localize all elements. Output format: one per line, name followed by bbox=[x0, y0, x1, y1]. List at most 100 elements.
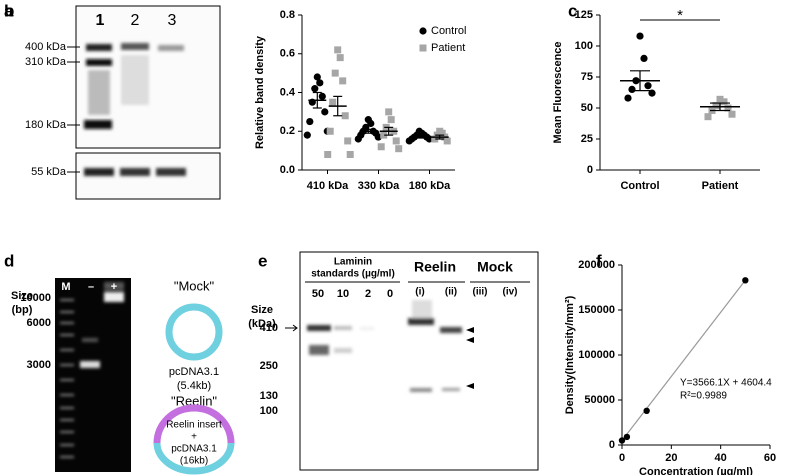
y-tick-label: 75 bbox=[581, 71, 593, 83]
data-point bbox=[374, 133, 382, 141]
y-tick-label: 0.0 bbox=[280, 164, 295, 176]
data-point bbox=[636, 32, 644, 40]
x-tick-label: 330 kDa bbox=[358, 180, 400, 192]
blot-frame bbox=[299, 251, 539, 471]
y-tick-label: 150000 bbox=[578, 304, 615, 316]
y-tick-label: 0.4 bbox=[280, 86, 296, 98]
blot-bands bbox=[307, 300, 462, 392]
data-point bbox=[339, 77, 347, 85]
lane-label: 3 bbox=[168, 12, 177, 29]
data-point bbox=[644, 82, 652, 90]
data-point bbox=[326, 127, 334, 135]
y-tick-label: 0.2 bbox=[280, 125, 295, 137]
size-marker: 250 bbox=[260, 360, 278, 372]
header: Reelin bbox=[414, 259, 456, 275]
x-tick-label: 0 bbox=[619, 452, 625, 464]
gel-bands bbox=[60, 282, 124, 458]
data-point bbox=[716, 95, 724, 103]
panel-letter: f bbox=[596, 251, 602, 270]
data-point bbox=[385, 108, 393, 116]
data-point bbox=[628, 85, 636, 93]
lane-label: (iv) bbox=[503, 287, 518, 298]
annotation: R²=0.9989 bbox=[680, 391, 727, 402]
data-point bbox=[341, 112, 349, 120]
data-point bbox=[431, 135, 439, 143]
data-point bbox=[336, 54, 344, 62]
lane-label: (ii) bbox=[445, 287, 457, 298]
lane-label: 2 bbox=[131, 12, 140, 29]
data-point bbox=[324, 151, 332, 158]
size-marker: 6000 bbox=[27, 317, 51, 329]
size-marker: 180 kDa bbox=[25, 119, 67, 131]
lane-label: M bbox=[61, 281, 70, 293]
size-marker: 3000 bbox=[27, 359, 51, 371]
size-marker: 100 bbox=[260, 405, 278, 417]
y-tick-label: 0.8 bbox=[280, 9, 295, 21]
size-marker: 130 bbox=[260, 390, 278, 402]
panel-letter: b bbox=[4, 1, 14, 20]
y-tick-label: 125 bbox=[575, 9, 593, 21]
data-point bbox=[648, 89, 656, 97]
legend-label: Control bbox=[431, 25, 466, 37]
data-point bbox=[742, 277, 749, 284]
trend-line bbox=[621, 279, 746, 441]
data-point bbox=[405, 137, 413, 145]
data-point bbox=[334, 46, 342, 54]
data-point bbox=[316, 79, 324, 87]
data-point bbox=[392, 137, 400, 145]
lane-label: + bbox=[111, 281, 117, 293]
size-marker: 55 kDa bbox=[31, 166, 67, 178]
y-tick-label: 0.6 bbox=[280, 48, 295, 60]
plasmid-title: "Mock" bbox=[174, 278, 215, 293]
data-point bbox=[344, 137, 352, 145]
data-point bbox=[313, 73, 321, 81]
y-tick-label: 50 bbox=[581, 102, 593, 114]
plasmid-text: Reelin insert bbox=[166, 420, 222, 431]
y-tick-label: 100 bbox=[575, 40, 593, 52]
panel-letter: c bbox=[568, 1, 577, 20]
y-tick-label: 0 bbox=[609, 439, 615, 451]
y-tick-label: 0 bbox=[587, 164, 593, 176]
plasmid-text: + bbox=[191, 432, 197, 443]
y-tick-label: 25 bbox=[581, 133, 593, 145]
data-point bbox=[640, 54, 648, 63]
data-point bbox=[387, 116, 395, 124]
header: Laminin bbox=[334, 257, 372, 268]
data-point bbox=[346, 151, 354, 158]
lane-label: (i) bbox=[415, 287, 424, 298]
data-point bbox=[377, 143, 385, 151]
arrow bbox=[285, 324, 298, 332]
header: standards (µg/ml) bbox=[311, 269, 395, 280]
size-marker: 10000 bbox=[20, 292, 51, 304]
significance-label: * bbox=[677, 7, 683, 24]
x-tick-label: 40 bbox=[715, 452, 727, 464]
data-point bbox=[443, 137, 451, 145]
data-point bbox=[624, 94, 632, 102]
lane-label: 0 bbox=[387, 288, 393, 300]
size-marker: 410 bbox=[260, 322, 278, 334]
plasmid bbox=[153, 442, 235, 475]
y-axis-label: Relative band density bbox=[254, 35, 266, 149]
axis-label: (bp) bbox=[12, 304, 33, 316]
x-tick-label: 410 kDa bbox=[307, 180, 349, 192]
gel bbox=[55, 278, 131, 472]
data-point bbox=[321, 108, 329, 116]
data-point bbox=[643, 407, 650, 414]
data-point bbox=[623, 433, 631, 441]
data-point bbox=[306, 117, 314, 126]
x-tick-label: 180 kDa bbox=[409, 180, 451, 192]
plasmid-text: (5.4kb) bbox=[177, 380, 211, 392]
data-point bbox=[728, 110, 736, 118]
x-tick-label: Patient bbox=[702, 180, 739, 192]
axis-label: Size bbox=[251, 304, 273, 316]
plasmid-text: pcDNA3.1 bbox=[171, 444, 217, 455]
data-point bbox=[724, 104, 732, 112]
size-marker: 400 kDa bbox=[25, 41, 67, 53]
axis-label: (kDa) bbox=[248, 318, 276, 330]
data-point bbox=[311, 85, 319, 93]
data-point bbox=[367, 119, 375, 128]
size-marker: 310 kDa bbox=[25, 56, 67, 68]
lane-label: (iii) bbox=[473, 287, 488, 298]
data-point bbox=[618, 437, 626, 444]
